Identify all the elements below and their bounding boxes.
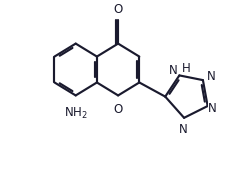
Text: N: N [207,70,216,83]
Text: H: H [182,62,191,75]
Text: N: N [168,64,177,77]
Text: O: O [114,103,123,116]
Text: N: N [179,123,187,136]
Text: O: O [114,3,123,16]
Text: NH$_2$: NH$_2$ [64,106,88,121]
Text: N: N [208,102,217,115]
